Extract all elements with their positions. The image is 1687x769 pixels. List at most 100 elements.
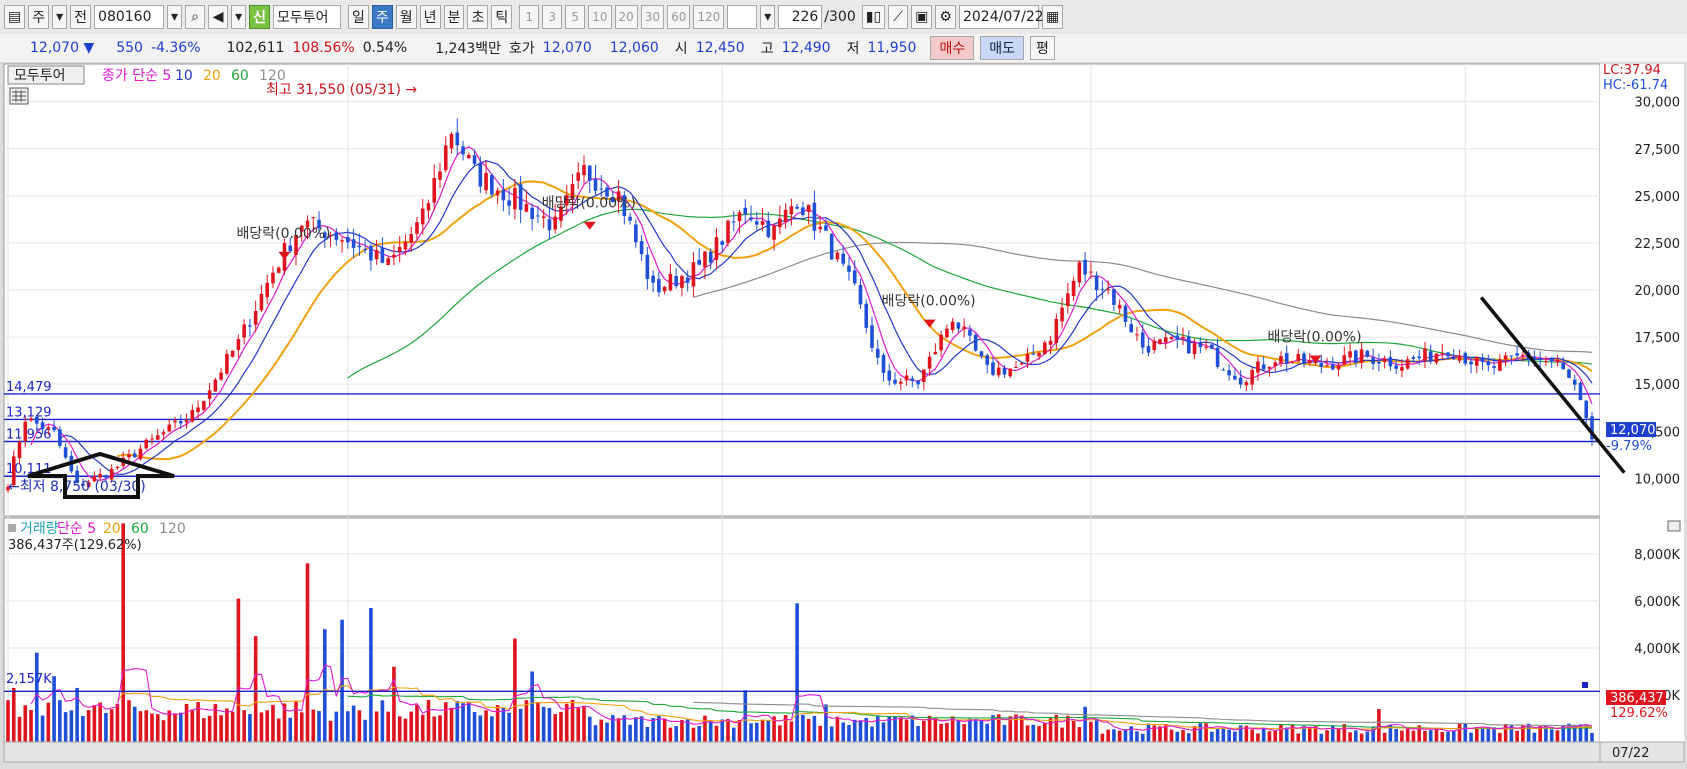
candle-body-35	[207, 390, 212, 399]
sell-button[interactable]: 매도	[980, 36, 1024, 60]
volume-hline-handle[interactable]	[1582, 682, 1588, 688]
candle-body-137	[795, 206, 799, 209]
volume-bar-271	[1567, 723, 1571, 742]
candle-body-218	[1261, 364, 1266, 370]
candle-body-235	[1359, 349, 1364, 363]
volume-bar-247	[1428, 730, 1433, 742]
chart-type-icon[interactable]: ▮▯	[861, 5, 886, 29]
annotation-arrow[interactable]	[27, 451, 175, 499]
save-icon[interactable]: ▣	[911, 5, 933, 29]
candle-body-216	[1250, 370, 1254, 385]
count-input[interactable]: 226	[778, 5, 823, 29]
candle-body-269	[1555, 360, 1560, 363]
stock-name-tag[interactable]	[7, 65, 85, 85]
volume-bar-201	[1163, 723, 1168, 742]
candle-body-172	[996, 367, 1001, 376]
candle-body-64	[374, 250, 379, 260]
volume-bar-141	[818, 725, 822, 742]
price-tick-3: 22,500	[1635, 237, 1681, 252]
volume-bar-19	[115, 703, 120, 742]
interval-dropdown-icon[interactable]: ▾	[760, 5, 776, 29]
candle-body-160	[927, 356, 932, 369]
window-menu-icon[interactable]: ▤	[4, 5, 26, 29]
search-icon[interactable]: ⌕	[185, 5, 206, 29]
volume-bar-85	[495, 705, 500, 742]
period-tab-1[interactable]: 주	[371, 5, 393, 29]
price-tick-8: 10,000	[1635, 472, 1681, 487]
volume-bar-21	[127, 700, 131, 742]
volume-bar-148	[858, 720, 863, 742]
volume-panel-close-icon[interactable]	[1667, 520, 1681, 532]
interval-input[interactable]	[727, 5, 758, 29]
prev-button[interactable]: 전	[70, 5, 92, 29]
stock-code-input[interactable]: 080160	[94, 5, 165, 29]
candle-body-140	[812, 202, 817, 231]
market-select[interactable]: 주	[28, 5, 50, 29]
volume-bar-107	[622, 715, 627, 742]
candle-body-18	[109, 468, 114, 480]
sound-icon[interactable]: ◀	[208, 5, 229, 29]
legend-item-4: 120	[159, 521, 186, 537]
period-tab-3[interactable]: 년	[419, 5, 441, 29]
volume-bar-133	[772, 716, 776, 742]
market-dropdown-icon[interactable]: ▾	[52, 5, 68, 29]
period-tab-2[interactable]: 월	[395, 5, 417, 29]
candle-body-94	[547, 219, 552, 231]
period-tab-0[interactable]: 일	[348, 5, 369, 29]
candle-body-239	[1382, 358, 1387, 363]
buy-button-label: 매수	[939, 41, 966, 57]
volume-bar-155	[899, 718, 903, 742]
sound-dropdown-icon[interactable]: ▾	[231, 5, 247, 29]
period-tab-6[interactable]: 틱	[491, 5, 513, 29]
volume-hline-label: 2,157K	[6, 672, 52, 687]
candle-body-14	[86, 482, 91, 488]
volume-bar-46	[271, 704, 275, 742]
volume-bar-97	[564, 703, 569, 742]
volume-panel[interactable]	[3, 517, 1601, 743]
volume-bar-228	[1319, 733, 1324, 742]
interval-tab-3[interactable]: 3	[542, 5, 563, 29]
stock-name-field[interactable]: 모두투어	[273, 5, 341, 29]
candle-body-33	[196, 407, 200, 412]
candle-body-100	[582, 164, 586, 176]
interval-tab-1[interactable]: 1	[519, 5, 540, 29]
code-dropdown-icon[interactable]: ▾	[167, 5, 183, 29]
buy-button[interactable]: 매수	[930, 36, 975, 60]
volume-bar-159	[922, 720, 926, 742]
candle-body-113	[657, 279, 661, 293]
flat-button-label: 평	[1036, 41, 1049, 57]
volume-bar-140	[812, 715, 817, 742]
period-tab-5[interactable]: 초	[467, 5, 489, 29]
candle-body-234	[1354, 350, 1358, 363]
candle-body-5	[35, 416, 39, 424]
volume-bar-5	[35, 652, 39, 742]
volume-bar-179	[1037, 726, 1041, 742]
flat-button[interactable]: 평	[1030, 36, 1055, 60]
volume-bar-175	[1014, 714, 1018, 742]
volume-bar-245	[1417, 725, 1421, 742]
interval-tab-120[interactable]: 120	[693, 5, 725, 29]
volume-bar-109	[634, 717, 638, 742]
high-label: 고	[760, 41, 774, 57]
period-tab-4[interactable]: 분	[443, 5, 465, 29]
volume-tick-2: 4,000K	[1634, 642, 1680, 657]
candle-body-21	[127, 454, 131, 458]
volume-bar-136	[789, 721, 794, 742]
candle-body-259	[1498, 359, 1502, 371]
settings-gear-icon[interactable]: ⚙	[935, 5, 956, 29]
candle-body-40	[236, 339, 241, 350]
calendar-icon[interactable]: ▦	[1041, 5, 1064, 29]
interval-tab-5[interactable]: 5	[565, 5, 586, 29]
interval-tab-10[interactable]: 10	[588, 5, 612, 29]
interval-tab-60[interactable]: 60	[667, 5, 691, 29]
interval-tab-20[interactable]: 20	[614, 5, 638, 29]
volume-bar-238	[1377, 709, 1381, 742]
volume-bar-274	[1584, 724, 1589, 742]
interval-tab-30[interactable]: 30	[640, 5, 665, 29]
date-input[interactable]: 2024/07/22	[958, 5, 1044, 29]
volume-bar-67	[392, 666, 396, 742]
volume-bar-150	[870, 726, 874, 742]
draw-line-icon[interactable]: ⟋	[888, 5, 909, 29]
